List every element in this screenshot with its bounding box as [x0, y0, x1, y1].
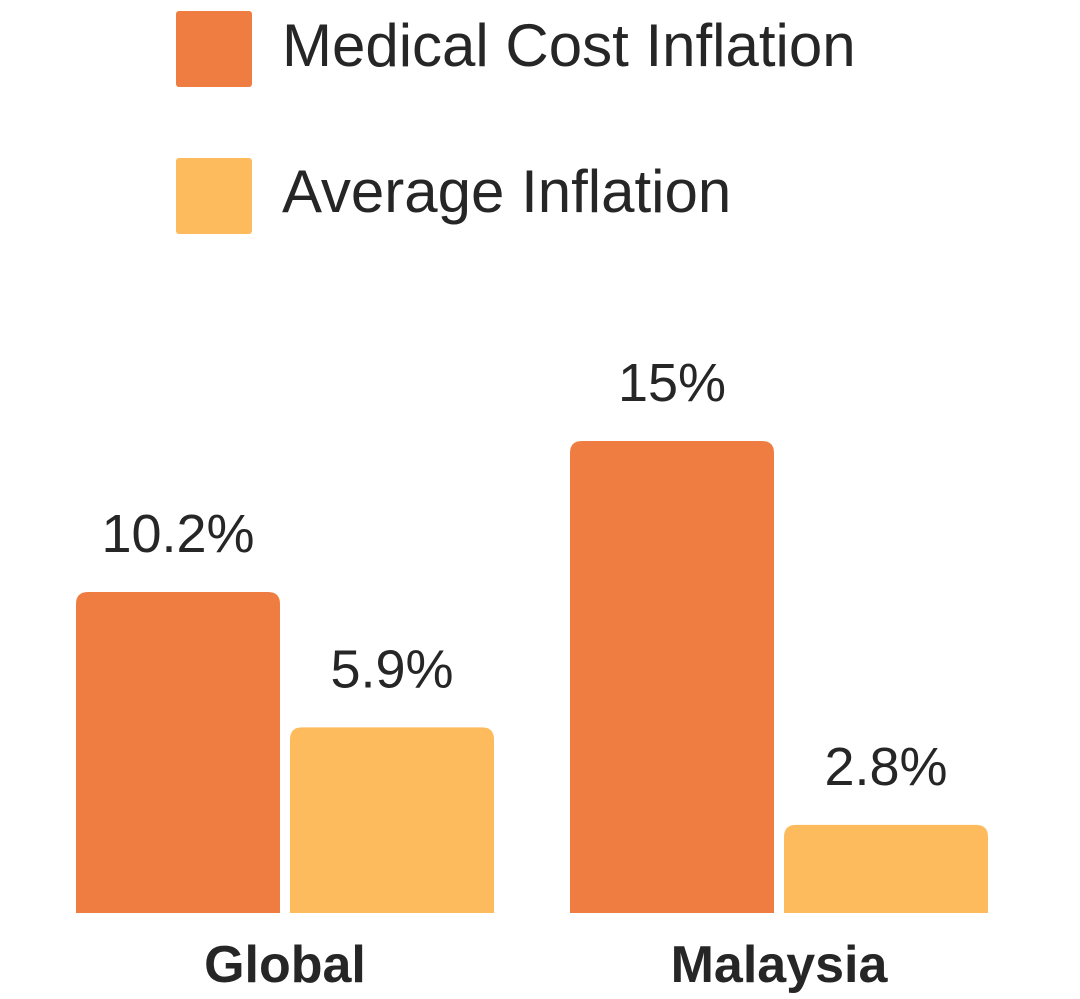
bars [76, 441, 988, 913]
value-label-malaysia-average-inflation: 2.8% [824, 737, 947, 797]
bar-malaysia-average-inflation [784, 824, 988, 913]
category-label-global: Global [204, 936, 366, 994]
bar-global-average-inflation [290, 727, 494, 913]
legend-label-medical-cost-inflation: Medical Cost Inflation [282, 12, 856, 79]
value-label-global-average-inflation: 5.9% [330, 639, 453, 699]
legend-swatch-average-inflation [176, 158, 252, 234]
legend-swatch-medical-cost-inflation [176, 11, 252, 87]
category-labels: Global Malaysia [204, 936, 888, 994]
bar-malaysia-medical-cost-inflation [570, 441, 774, 913]
value-label-malaysia-medical-cost-inflation: 15% [618, 353, 726, 413]
legend-label-average-inflation: Average Inflation [282, 158, 731, 225]
bar-global-medical-cost-inflation [76, 592, 280, 913]
value-label-global-medical-cost-inflation: 10.2% [101, 504, 254, 564]
category-label-malaysia: Malaysia [671, 936, 889, 994]
value-labels: 10.2% 5.9% 15% 2.8% [101, 353, 947, 797]
legend: Medical Cost Inflation Average Inflation [176, 11, 856, 234]
